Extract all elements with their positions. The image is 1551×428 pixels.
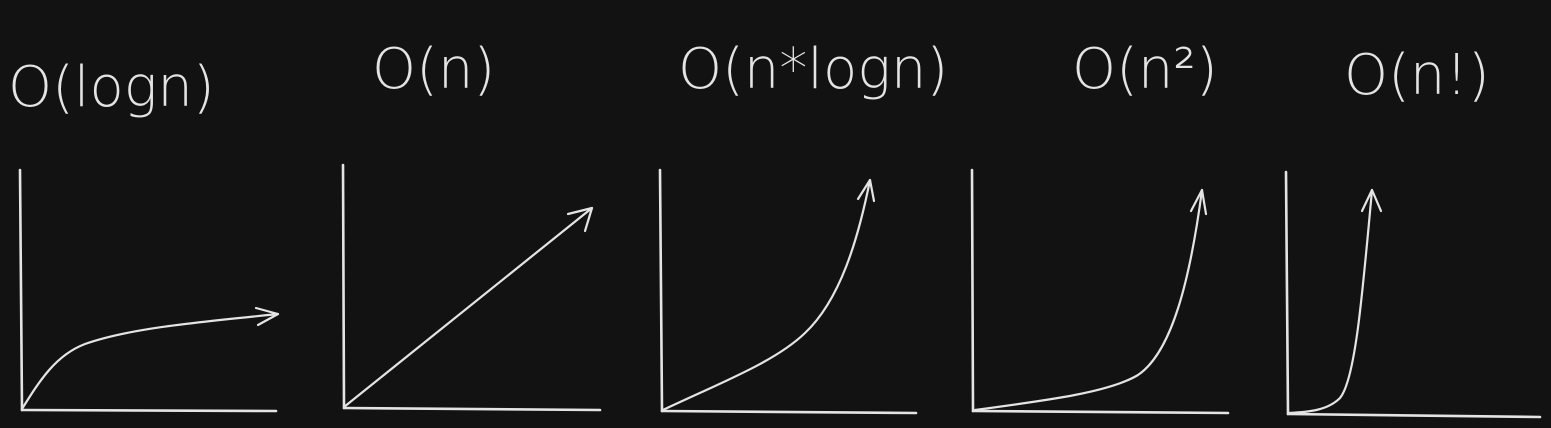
panel-log-n: O(logn) bbox=[8, 55, 280, 413]
curve-n-factorial bbox=[1287, 188, 1374, 415]
panel-n-squared: O(n²) bbox=[970, 37, 1230, 415]
y-axis bbox=[341, 163, 346, 410]
title-n-log-n: O(n*logn) bbox=[678, 37, 948, 102]
title-log-n: O(logn) bbox=[8, 55, 215, 120]
x-axis bbox=[20, 408, 278, 413]
panel-n: O(n) bbox=[341, 37, 602, 412]
title-n: O(n) bbox=[372, 37, 495, 102]
x-axis bbox=[342, 406, 602, 412]
arrowhead bbox=[1189, 188, 1208, 216]
x-axis bbox=[971, 409, 1230, 415]
x-axis bbox=[660, 409, 918, 415]
y-axis bbox=[970, 168, 975, 413]
arrowhead bbox=[254, 306, 280, 327]
arrowhead bbox=[1360, 188, 1383, 213]
panel-n-factorial: O(n!) bbox=[1284, 43, 1542, 419]
arrowhead bbox=[856, 178, 876, 203]
title-n-squared: O(n²) bbox=[1072, 37, 1218, 102]
x-axis bbox=[1286, 412, 1542, 419]
curve-n-log-n bbox=[661, 178, 872, 412]
title-n-factorial: O(n!) bbox=[1344, 43, 1490, 108]
y-axis bbox=[658, 168, 664, 413]
arrowhead bbox=[566, 206, 594, 233]
panel-n-log-n: O(n*logn) bbox=[658, 37, 948, 415]
curve-n bbox=[342, 206, 594, 409]
y-axis bbox=[18, 168, 24, 412]
y-axis bbox=[1284, 170, 1290, 416]
curve-log-n bbox=[20, 312, 280, 411]
curve-n-squared bbox=[973, 188, 1204, 412]
